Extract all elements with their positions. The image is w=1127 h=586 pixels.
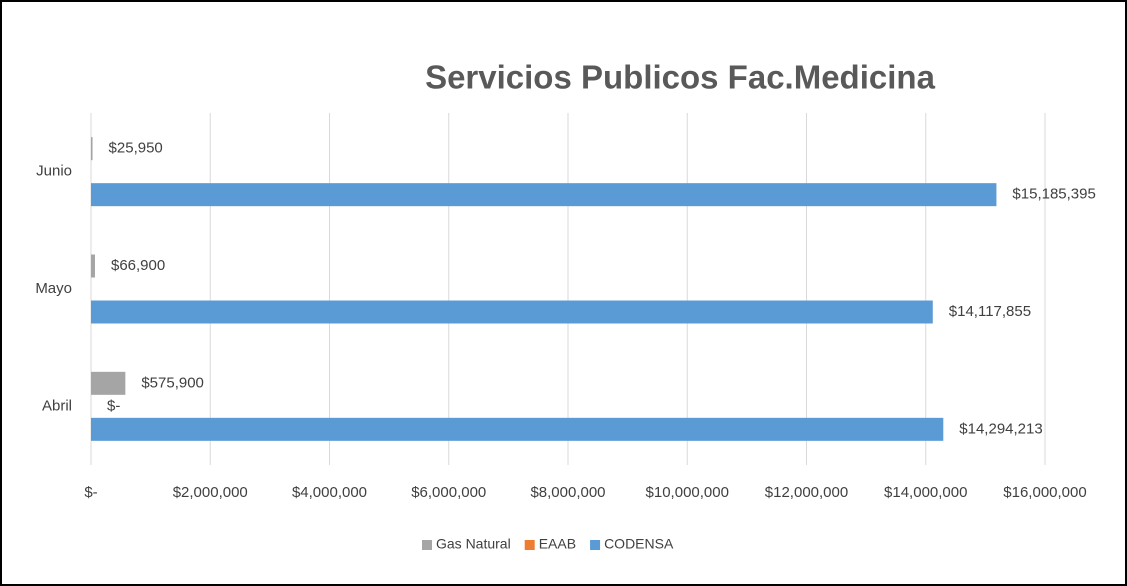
data-label: $14,294,213 xyxy=(959,420,1042,437)
data-label: $14,117,855 xyxy=(949,303,1031,320)
legend-swatch xyxy=(590,540,601,550)
data-label: $15,185,395 xyxy=(1012,186,1095,203)
x-tick-label: $6,000,000 xyxy=(411,484,486,501)
bar xyxy=(91,417,944,441)
bar xyxy=(91,254,95,278)
y-tick-label: Junio xyxy=(36,163,72,180)
x-tick-label: $- xyxy=(84,484,97,501)
legend-swatch xyxy=(422,540,432,550)
data-label: $- xyxy=(107,397,120,414)
x-tick-label: $10,000,000 xyxy=(646,484,729,501)
legend-label: Gas Natural xyxy=(436,536,511,552)
legend-label: CODENSA xyxy=(604,536,674,552)
legend-swatch xyxy=(524,540,535,550)
bar xyxy=(91,137,93,161)
data-label: $66,900 xyxy=(111,257,165,274)
bar xyxy=(91,300,933,324)
x-tick-label: $14,000,000 xyxy=(884,484,967,501)
x-tick-label: $8,000,000 xyxy=(530,484,605,501)
x-tick-label: $16,000,000 xyxy=(1003,484,1086,501)
legend-label: EAAB xyxy=(539,536,576,552)
y-tick-label: Abril xyxy=(42,397,72,414)
y-tick-label: Mayo xyxy=(35,280,72,297)
data-label: $575,900 xyxy=(141,374,204,391)
x-tick-label: $2,000,000 xyxy=(173,484,248,501)
bar xyxy=(91,371,126,395)
data-label: $25,950 xyxy=(109,140,163,157)
x-tick-label: $4,000,000 xyxy=(292,484,367,501)
bar xyxy=(91,183,997,207)
chart-title: Servicios Publicos Fac.Medicina xyxy=(425,59,936,96)
x-tick-label: $12,000,000 xyxy=(765,484,848,501)
